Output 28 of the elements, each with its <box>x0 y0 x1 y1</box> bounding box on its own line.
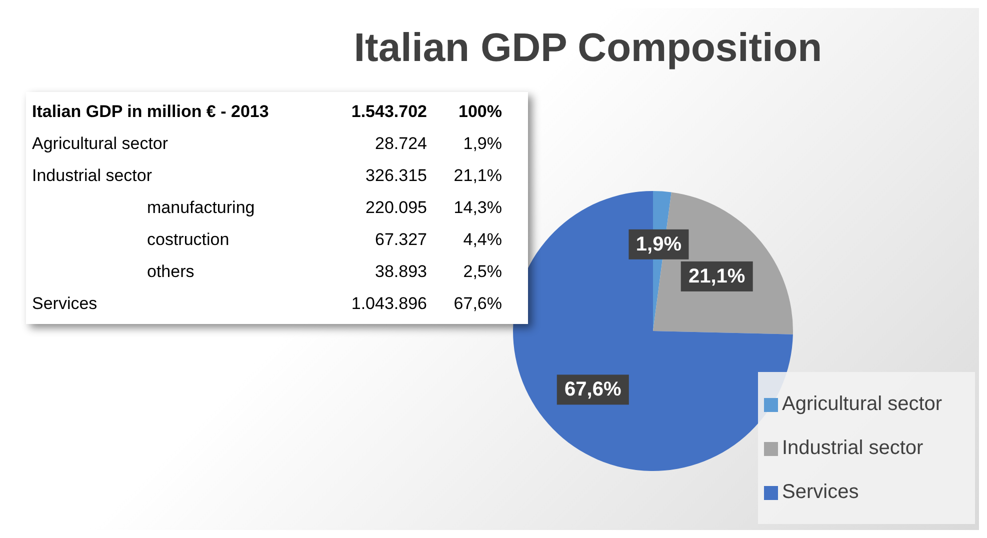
data-label: 1,9% <box>636 233 682 256</box>
text: 14,3% <box>452 198 502 218</box>
text: 1.543.702 <box>350 102 427 122</box>
text: manufacturing <box>146 198 256 218</box>
text: 2,5% <box>462 262 502 282</box>
chart-title: Italian GDP Composition <box>352 26 824 71</box>
text: 21,1% <box>452 166 502 186</box>
text: 1,9% <box>462 134 502 154</box>
text: others <box>146 262 196 282</box>
text: 38.893 <box>374 262 427 282</box>
data-label: 21,1% <box>688 265 746 288</box>
text: 4,4% <box>462 230 502 250</box>
text: 67.327 <box>374 230 427 250</box>
legend-label: Agricultural sector <box>782 393 942 415</box>
text: Italian GDP in million € - 2013 <box>32 102 270 122</box>
legend-label: Industrial sector <box>782 437 924 459</box>
text: 100% <box>458 102 502 122</box>
text: costruction <box>146 230 230 250</box>
legend-label: Services <box>782 481 859 503</box>
data-label: 67,6% <box>564 378 622 401</box>
text: 1.043.896 <box>350 294 427 314</box>
text: Agricultural sector <box>32 134 170 154</box>
text: 220.095 <box>364 198 427 218</box>
text: 67,6% <box>452 294 502 314</box>
text: 28.724 <box>374 134 427 154</box>
text: 326.315 <box>364 166 427 186</box>
text: Industrial sector <box>32 166 153 186</box>
text: Services <box>32 294 98 314</box>
